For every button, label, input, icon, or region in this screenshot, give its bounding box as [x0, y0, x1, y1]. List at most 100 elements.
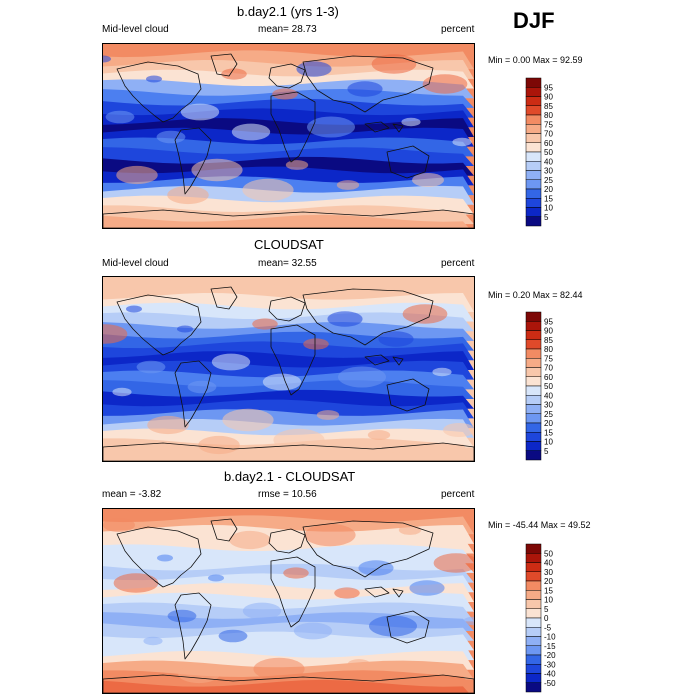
panel-3-colorbar-box	[525, 627, 542, 637]
panel-3-colorbar-box	[525, 590, 542, 600]
panel-3-rmse-label: rmse = 10.56	[258, 489, 317, 500]
panel-2-map-svg	[103, 277, 474, 461]
panel-1-colorbar-tick-label: 85	[544, 102, 553, 111]
panel-1-continent-outline	[302, 55, 434, 113]
panel-1-colorbar-tick-label: 60	[544, 139, 553, 148]
panel-1-cloud-patch	[452, 137, 472, 147]
panel-3-cloud-patch	[157, 554, 173, 562]
panel-2-colorbar: 95 90 85 80 75 70 60 50 40 30 25 20 15 10 5	[525, 311, 586, 461]
panel-3-colorbar-tick-label: 5	[544, 605, 549, 614]
panel-2-colorbar-box	[525, 441, 542, 451]
panel-2-cloud-patch	[198, 435, 240, 455]
season-label: DJF	[513, 8, 555, 33]
panel-3-colorbar-tick-label: 15	[544, 586, 553, 595]
panel-1-colorbar-tick-label: 70	[544, 130, 553, 139]
panel-2-colorbar-tick-label: 90	[544, 327, 553, 336]
panel-1-cloud-patch	[347, 81, 383, 97]
panel-1-continent-outline	[364, 121, 390, 133]
panel-3-cloud-patch	[113, 573, 159, 593]
panel-1-continent-outline	[270, 91, 316, 163]
panel-3-cloud-patch	[398, 525, 422, 535]
panel-1-continent-outline	[116, 61, 202, 123]
panel-1-cloud-patch	[401, 117, 421, 127]
panel-1-cloud-patch	[146, 75, 162, 83]
panel-2-cloud-patch	[187, 380, 217, 394]
panel-3-continent-outline	[302, 520, 434, 578]
panel-2-colorbar-box	[525, 413, 542, 424]
panel-1-continent-outline	[268, 63, 306, 89]
panel-1-colorbar-box	[525, 188, 542, 199]
panel-2-cloud-patch	[103, 324, 128, 344]
panel-2-cloud-band	[103, 447, 469, 461]
panel-1-units-label: percent	[441, 24, 475, 35]
panel-2-colorbar-box	[525, 321, 542, 331]
panel-2-cloud-patch	[112, 387, 132, 397]
panel-1-colorbar-box	[525, 87, 542, 97]
panel-3-continent-outline	[270, 556, 316, 628]
panel-1-colorbar-box	[525, 105, 542, 116]
panel-2-cloud-patch	[367, 430, 391, 440]
panel-1-colorbar-tick-label: 80	[544, 111, 553, 120]
panel-1-cloud-patch	[221, 68, 247, 80]
panel-2-cloud-patch	[316, 410, 340, 420]
panel-2-colorbar-box	[525, 376, 542, 387]
panel-3-mean-label: mean = -3.82	[102, 489, 162, 500]
panel-2-continent-outline	[268, 296, 306, 322]
panel-2-cloud-patch	[136, 360, 166, 374]
panel-1-colorbar-tick-label: 20	[544, 185, 553, 194]
panel-2-colorbar-box	[525, 311, 542, 322]
panel-2-continent-outline	[270, 324, 316, 396]
panel-3-colorbar-tick-label: -15	[544, 642, 556, 651]
panel-1-colorbar-tick-label: 25	[544, 176, 553, 185]
panel-1-continent-outline	[386, 145, 430, 179]
panel-2-cloud-patch	[211, 353, 251, 371]
panel-3-colorbar-tick-label: 20	[544, 577, 553, 586]
panel-3-colorbar-tick-label: -10	[544, 633, 556, 642]
panel-1-colorbar-box	[525, 151, 542, 162]
panel-1-colorbar-box	[525, 133, 542, 143]
panel-3-colorbar-tick-label: -20	[544, 651, 556, 660]
panel-2-colorbar-tick-label: 80	[544, 345, 553, 354]
panel-1-colorbar-tick-label: 95	[544, 83, 553, 92]
panel-3-continent-outline	[103, 674, 474, 693]
panel-1-colorbar-box	[525, 96, 542, 106]
panel-1-colorbar-box	[525, 77, 542, 88]
panel-1-cloud-patch	[296, 61, 332, 77]
panel-1-cloud-band	[103, 214, 469, 228]
panel-3-colorbar-box	[525, 562, 542, 572]
panel-3-colorbar-tick-label: 40	[544, 559, 553, 568]
panel-2-cloud-patch	[262, 373, 302, 391]
panel-1-map-svg	[103, 44, 474, 228]
panel-1-colorbar-tick-label: 50	[544, 148, 553, 157]
panel-1-colorbar-tick-label: 40	[544, 157, 553, 166]
panel-1-colorbar-tick-label: 90	[544, 93, 553, 102]
panel-3-cloud-patch	[293, 622, 333, 640]
panel-2-colorbar-tick-label: 60	[544, 373, 553, 382]
panel-2-colorbar-box	[525, 395, 542, 405]
panel-2-colorbar-box	[525, 432, 542, 442]
panel-1-colorbar-box	[525, 161, 542, 171]
panel-1-cloud-patch	[412, 173, 444, 187]
panel-3-colorbar-box	[525, 664, 542, 674]
panel-2-continent-outline	[386, 378, 430, 412]
panel-1-title: b.day2.1 (yrs 1-3)	[237, 4, 339, 19]
panel-2-colorbar-tick-label: 70	[544, 364, 553, 373]
panel-2-units-label: percent	[441, 258, 475, 269]
panel-2-colorbar-box	[525, 330, 542, 340]
panel-1-colorbar-tick-label: 15	[544, 194, 553, 203]
panel-1-colorbar-box	[525, 216, 542, 227]
panel-2-cloud-patch	[303, 338, 329, 350]
panel-3-cloud-patch	[433, 553, 474, 573]
panel-3-cloud-patch	[334, 587, 360, 599]
panel-1-colorbar-box	[525, 207, 542, 217]
panel-1-map	[102, 43, 475, 229]
panel-1-mean-label: mean= 28.73	[258, 24, 317, 35]
panel-3-cloud-patch	[409, 580, 445, 596]
panel-3-colorbar-box	[525, 553, 542, 563]
panel-1-cloud-patch	[307, 116, 355, 138]
panel-3-cloud-patch	[178, 664, 220, 684]
panel-3-cloud-patch	[253, 657, 305, 681]
panel-1-cloud-patch	[191, 158, 243, 182]
